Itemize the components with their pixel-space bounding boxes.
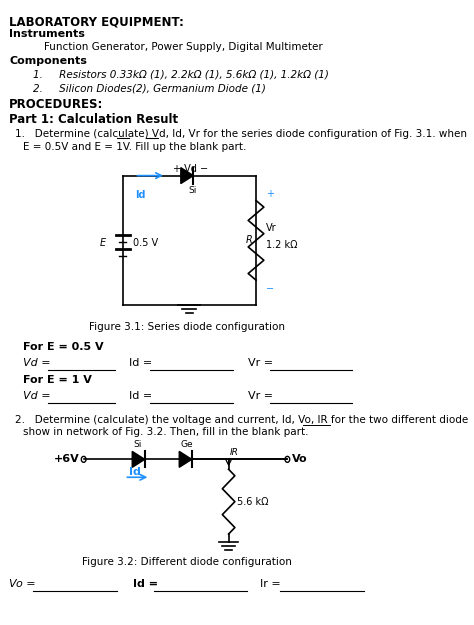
- Text: Si: Si: [134, 441, 142, 449]
- Text: 2.   Determine (calculate) the voltage and current, Id, Vo, IR for the two diffe: 2. Determine (calculate) the voltage and…: [16, 414, 469, 424]
- Text: Id =: Id =: [129, 357, 152, 367]
- Text: IR: IR: [230, 448, 239, 458]
- Text: For E = 0.5 V: For E = 0.5 V: [23, 342, 104, 352]
- Text: Vr: Vr: [266, 223, 277, 233]
- Text: Id =: Id =: [129, 391, 152, 401]
- Text: +: +: [266, 189, 274, 199]
- Text: Components: Components: [9, 56, 87, 66]
- Text: Id: Id: [129, 468, 141, 478]
- Text: E = 0.5V and E = 1V. Fill up the blank part.: E = 0.5V and E = 1V. Fill up the blank p…: [23, 142, 246, 152]
- Text: R: R: [246, 236, 253, 246]
- Text: show in network of Fig. 3.2. Then, fill in the blank part.: show in network of Fig. 3.2. Then, fill …: [23, 428, 309, 438]
- Text: PROCEDURES:: PROCEDURES:: [9, 98, 104, 111]
- Text: 0.5 V: 0.5 V: [133, 238, 158, 248]
- Text: 1.     Resistors 0.33kΩ (1), 2.2kΩ (1), 5.6kΩ (1), 1.2kΩ (1): 1. Resistors 0.33kΩ (1), 2.2kΩ (1), 5.6k…: [33, 69, 328, 79]
- Text: +6V: +6V: [54, 454, 80, 464]
- Text: + Vd −: + Vd −: [173, 164, 208, 174]
- Text: Figure 3.1: Series diode configuration: Figure 3.1: Series diode configuration: [89, 322, 285, 332]
- Text: Vd =: Vd =: [23, 357, 51, 367]
- Text: Vr =: Vr =: [248, 357, 273, 367]
- Text: 1.   Determine (calculate) Vd, Id, Vr for the series diode configuration of Fig.: 1. Determine (calculate) Vd, Id, Vr for …: [16, 129, 467, 139]
- Polygon shape: [179, 451, 192, 468]
- Text: Vo: Vo: [292, 454, 308, 464]
- Text: −: −: [266, 284, 274, 294]
- Text: Vo =: Vo =: [9, 579, 36, 589]
- Polygon shape: [181, 168, 193, 184]
- Text: Part 1: Calculation Result: Part 1: Calculation Result: [9, 113, 178, 126]
- Text: Vd =: Vd =: [23, 391, 51, 401]
- Text: 5.6 kΩ: 5.6 kΩ: [237, 497, 269, 507]
- Text: Vr =: Vr =: [248, 391, 273, 401]
- Text: Function Generator, Power Supply, Digital Multimeter: Function Generator, Power Supply, Digita…: [45, 42, 323, 52]
- Text: For E = 1 V: For E = 1 V: [23, 375, 92, 385]
- Text: 1.2 kΩ: 1.2 kΩ: [266, 240, 298, 250]
- Text: Ge: Ge: [181, 441, 193, 449]
- Text: Instruments: Instruments: [9, 29, 85, 39]
- Text: Figure 3.2: Different diode configuration: Figure 3.2: Different diode configuratio…: [82, 557, 292, 567]
- Text: Id =: Id =: [133, 579, 158, 589]
- Text: Ir =: Ir =: [260, 579, 281, 589]
- Polygon shape: [132, 451, 145, 468]
- Text: Si: Si: [189, 186, 197, 194]
- Text: E: E: [100, 238, 106, 248]
- Text: 2.     Silicon Diodes(2), Germanium Diode (1): 2. Silicon Diodes(2), Germanium Diode (1…: [33, 83, 265, 93]
- Text: Id: Id: [136, 189, 146, 199]
- Text: LABORATORY EQUIPMENT:: LABORATORY EQUIPMENT:: [9, 16, 184, 28]
